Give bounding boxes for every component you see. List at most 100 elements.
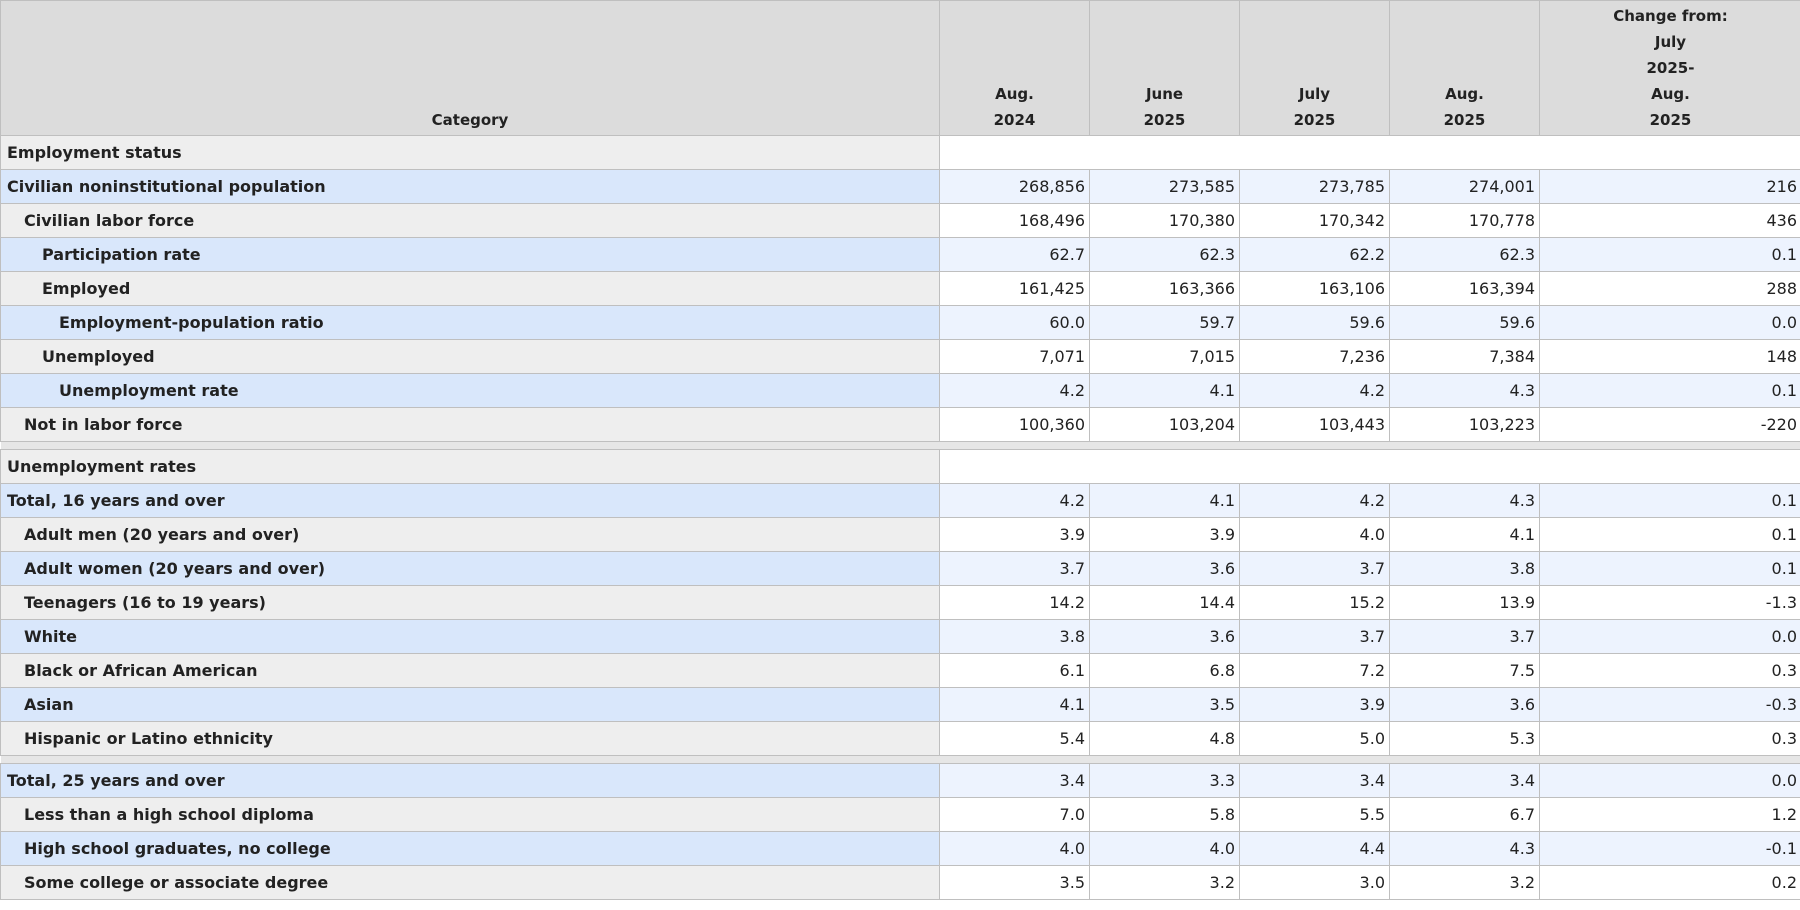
value-cell: 3.8 <box>939 619 1090 654</box>
change-cell: 0.1 <box>1539 237 1800 272</box>
header-line: Change from: <box>1613 7 1728 25</box>
table-row: Unemployed 7,071 7,015 7,236 7,384 148 <box>0 339 1800 374</box>
value-cell: 4.4 <box>1239 831 1390 866</box>
row-label: Unemployment rate <box>0 373 940 408</box>
header-line: 2025 <box>1293 111 1336 129</box>
value-cell: 3.7 <box>1239 551 1390 586</box>
change-cell: 0.1 <box>1539 551 1800 586</box>
section-blank-cell <box>939 135 1800 170</box>
value-cell: 13.9 <box>1389 585 1540 620</box>
value-cell: 59.6 <box>1389 305 1540 340</box>
value-cell: 62.3 <box>1389 237 1540 272</box>
value-cell: 3.5 <box>1089 687 1240 722</box>
header-line: 2025 <box>1443 111 1486 129</box>
value-cell: 14.2 <box>939 585 1090 620</box>
value-cell: 3.7 <box>939 551 1090 586</box>
change-cell: 0.2 <box>1539 865 1800 900</box>
value-cell: 3.4 <box>939 763 1090 798</box>
value-cell: 274,001 <box>1389 169 1540 204</box>
table-body: Employment status Civilian noninstitution… <box>0 135 1800 900</box>
header-line: Aug. <box>1651 85 1690 103</box>
table-row: White 3.8 3.6 3.7 3.7 0.0 <box>0 619 1800 654</box>
value-cell: 7,015 <box>1089 339 1240 374</box>
row-label: Adult women (20 years and over) <box>0 551 940 586</box>
table-row: Adult men (20 years and over) 3.9 3.9 4.0 4.… <box>0 517 1800 552</box>
value-cell: 7,384 <box>1389 339 1540 374</box>
section-header-row: Unemployment rates <box>0 449 1800 484</box>
value-cell: 3.0 <box>1239 865 1390 900</box>
value-cell: 62.3 <box>1089 237 1240 272</box>
header-line: 2025 <box>1143 111 1186 129</box>
header-line: 2025- <box>1646 59 1695 77</box>
value-cell: 60.0 <box>939 305 1090 340</box>
change-cell: 0.3 <box>1539 721 1800 756</box>
table-row: Hispanic or Latino ethnicity 5.4 4.8 5.0 5.3… <box>0 721 1800 756</box>
value-cell: 3.4 <box>1239 763 1390 798</box>
change-cell: 0.0 <box>1539 619 1800 654</box>
row-label: Adult men (20 years and over) <box>0 517 940 552</box>
change-cell: -1.3 <box>1539 585 1800 620</box>
row-label: Civilian labor force <box>0 203 940 238</box>
change-cell: 0.0 <box>1539 305 1800 340</box>
value-cell: 15.2 <box>1239 585 1390 620</box>
value-cell: 168,496 <box>939 203 1090 238</box>
table-row: Civilian noninstitutional population 268,… <box>0 169 1800 204</box>
value-cell: 3.2 <box>1389 865 1540 900</box>
value-cell: 3.5 <box>939 865 1090 900</box>
value-cell: 14.4 <box>1089 585 1240 620</box>
value-cell: 4.1 <box>1089 483 1240 518</box>
value-cell: 7.5 <box>1389 653 1540 688</box>
row-label: Hispanic or Latino ethnicity <box>0 721 940 756</box>
section-spacer <box>0 755 1800 764</box>
value-cell: 4.1 <box>1089 373 1240 408</box>
value-cell: 100,360 <box>939 407 1090 442</box>
value-cell: 4.2 <box>1239 373 1390 408</box>
change-cell: 436 <box>1539 203 1800 238</box>
value-cell: 4.3 <box>1389 373 1540 408</box>
value-cell: 4.3 <box>1389 483 1540 518</box>
table-row: Less than a high school diploma 7.0 5.8 5.5… <box>0 797 1800 832</box>
row-label: Less than a high school diploma <box>0 797 940 832</box>
value-cell: 4.1 <box>1389 517 1540 552</box>
value-cell: 268,856 <box>939 169 1090 204</box>
section-spacer <box>0 441 1800 450</box>
section-title: Unemployment rates <box>0 449 940 484</box>
change-cell: 1.2 <box>1539 797 1800 832</box>
value-cell: 59.7 <box>1089 305 1240 340</box>
table-row: Participation rate 62.7 62.3 62.2 62.3 0.1 <box>0 237 1800 272</box>
value-cell: 103,443 <box>1239 407 1390 442</box>
value-cell: 3.9 <box>939 517 1090 552</box>
table-row: Unemployment rate 4.2 4.1 4.2 4.3 0.1 <box>0 373 1800 408</box>
value-cell: 59.6 <box>1239 305 1390 340</box>
table-row: Total, 16 years and over 4.2 4.1 4.2 4.3 0.1 <box>0 483 1800 518</box>
value-cell: 7.0 <box>939 797 1090 832</box>
spacer-cell <box>0 755 1800 764</box>
value-cell: 3.2 <box>1089 865 1240 900</box>
header-line: Aug. <box>1445 85 1484 103</box>
header-line: July <box>1654 33 1687 51</box>
value-cell: 6.1 <box>939 653 1090 688</box>
value-cell: 163,394 <box>1389 271 1540 306</box>
table-row: Some college or associate degree 3.5 3.2 3.… <box>0 865 1800 900</box>
header-row: Category Aug. 2024 June 2025 July 2025 A… <box>0 0 1800 136</box>
change-cell: 0.3 <box>1539 653 1800 688</box>
column-header-category: Category <box>0 0 940 136</box>
column-header-july-2025: July 2025 <box>1239 0 1390 136</box>
header-line: 2024 <box>993 111 1036 129</box>
value-cell: 5.4 <box>939 721 1090 756</box>
row-label: Black or African American <box>0 653 940 688</box>
value-cell: 273,585 <box>1089 169 1240 204</box>
change-cell: 216 <box>1539 169 1800 204</box>
value-cell: 273,785 <box>1239 169 1390 204</box>
value-cell: 161,425 <box>939 271 1090 306</box>
value-cell: 3.9 <box>1239 687 1390 722</box>
value-cell: 4.2 <box>1239 483 1390 518</box>
change-cell: 0.0 <box>1539 763 1800 798</box>
change-cell: -0.3 <box>1539 687 1800 722</box>
row-label: Teenagers (16 to 19 years) <box>0 585 940 620</box>
change-cell: -220 <box>1539 407 1800 442</box>
section-header-row: Employment status <box>0 135 1800 170</box>
table-row: Not in labor force 100,360 103,204 103,443 1… <box>0 407 1800 442</box>
row-label: High school graduates, no college <box>0 831 940 866</box>
